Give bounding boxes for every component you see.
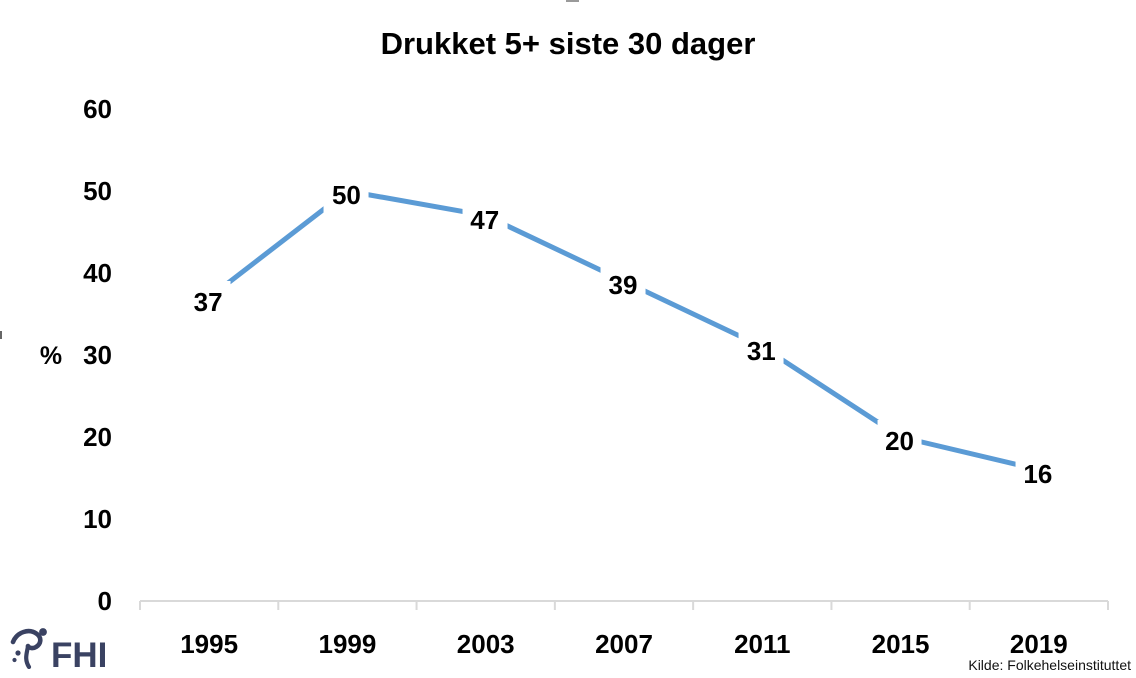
y-tick-label: 60 [83,94,112,124]
x-tick-label: 2011 [734,629,791,659]
data-label: 47 [462,198,508,241]
x-tick-label: 2007 [595,629,653,659]
fhi-logo-icon [10,628,47,669]
y-tick-label: 0 [97,586,112,616]
y-axis-unit-label: % [39,342,63,370]
cropped-text-remnant-left [0,331,2,339]
y-tick-label: 50 [83,176,112,206]
x-tick-label: 2015 [871,629,930,659]
x-tick-label: 1999 [318,629,377,659]
data-label: 50 [323,174,369,216]
data-label: 20 [877,420,923,462]
data-label: 16 [1015,452,1061,495]
source-credit: Kilde: Folkehelseinstituttet [968,657,1131,673]
y-tick-label: 30 [83,340,112,370]
x-tick-label: 2019 [1009,629,1068,659]
x-tick-label: 1995 [180,629,239,659]
fhi-logo-text: FHI [51,635,108,675]
x-axis-line [139,600,1109,610]
y-tick-label: 10 [83,504,112,534]
data-label: 31 [738,329,784,372]
y-tick-label: 40 [83,258,112,288]
x-tick-label: 2003 [456,629,515,659]
data-label: 39 [600,264,646,307]
chart-title: Drukket 5+ siste 30 dager [380,26,756,61]
data-label: 37 [185,280,231,323]
cropped-text-remnant-top [566,0,579,2]
fhi-logo: FHI [10,627,108,675]
y-tick-label: 20 [83,422,112,452]
